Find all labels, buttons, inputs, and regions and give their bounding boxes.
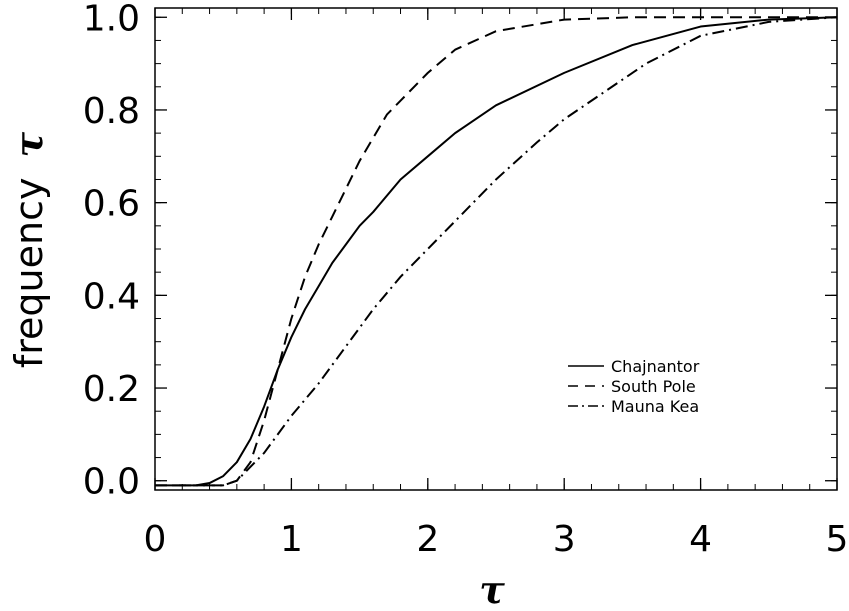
legend-label: South Pole <box>611 377 696 396</box>
y-tick-label: 0.2 <box>83 369 140 410</box>
axis-tick-labels: 0 1 2 3 4 5 0.0 0.2 0.4 0.6 0.8 1.0 <box>83 0 849 560</box>
y-tick-label: 1.0 <box>83 0 140 39</box>
x-tick-label: 4 <box>689 519 712 560</box>
plot-frame <box>155 8 837 490</box>
y-tick-label: 0.4 <box>83 276 140 317</box>
series-layer <box>155 17 837 485</box>
series-line-south-pole <box>155 17 837 485</box>
y-tick-label: 0.6 <box>83 184 140 225</box>
x-tick-label: 3 <box>553 519 576 560</box>
x-tick-label: 1 <box>280 519 303 560</box>
x-tick-label: 5 <box>826 519 849 560</box>
y-tick-label: 0.0 <box>83 462 140 503</box>
x-axis-title: τ <box>479 567 505 611</box>
axis-ticks <box>155 8 837 490</box>
y-axis-title: frequency τ <box>6 131 51 368</box>
series-line-chajnantor <box>155 17 837 485</box>
series-line-mauna-kea <box>155 17 837 485</box>
x-tick-label: 0 <box>144 519 167 560</box>
y-tick-label: 0.8 <box>83 91 140 132</box>
plot-border <box>155 8 837 490</box>
legend-label: Chajnantor <box>611 357 700 376</box>
legend-label: Mauna Kea <box>611 397 699 416</box>
x-tick-label: 2 <box>416 519 439 560</box>
